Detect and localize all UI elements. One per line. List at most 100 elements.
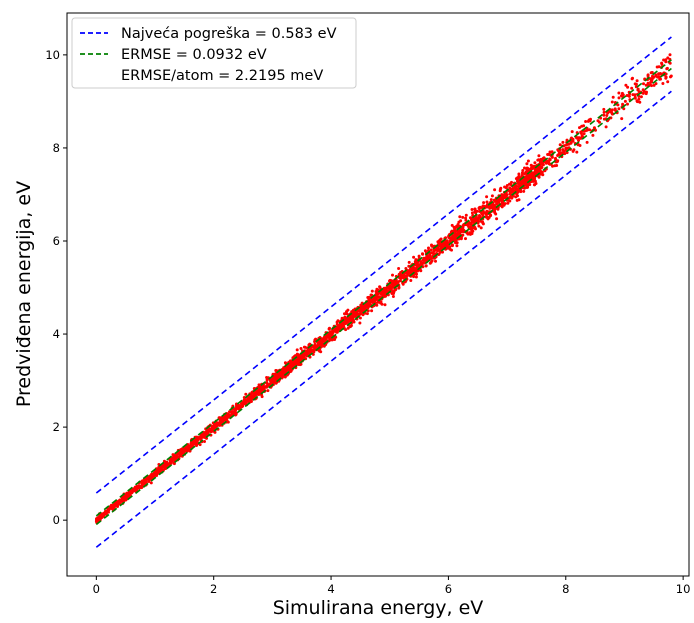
data-point [200,435,204,439]
data-point [414,261,417,264]
data-point [453,227,457,231]
y-tick-label: 2 [53,420,60,434]
data-point [514,177,518,181]
data-point [548,158,552,162]
data-point [541,173,545,177]
data-point [285,368,289,372]
data-point [375,292,379,296]
data-point [464,213,468,217]
data-point [558,143,562,147]
data-point [490,194,494,198]
data-point [144,478,148,482]
data-point [537,154,541,158]
data-point [458,215,462,219]
data-point [585,140,589,144]
data-point [631,76,634,80]
data-point [605,114,609,117]
data-point [244,392,248,396]
data-point [179,452,182,456]
data-point [312,348,316,352]
data-point [464,218,468,222]
data-point [297,357,301,360]
data-point [430,259,434,263]
data-point [383,303,387,307]
data-point [117,500,121,503]
data-point [587,118,591,122]
data-point [577,136,581,140]
data-point [541,161,545,165]
data-point [479,219,483,223]
data-point [642,89,646,93]
data-point [101,513,105,517]
data-point [464,237,467,241]
data-point [662,58,666,62]
legend-box [71,17,357,89]
data-point [525,166,529,170]
data-point [455,224,459,228]
data-point [533,183,537,187]
data-point [578,126,581,130]
data-point [532,177,536,181]
data-point [658,75,662,79]
data-point [650,84,653,88]
data-point [538,165,542,169]
data-point [147,480,151,483]
data-point [302,345,306,349]
data-point [412,267,415,271]
data-point [473,207,477,211]
data-point [369,293,373,297]
data-point [565,138,569,142]
data-point [401,282,405,286]
legend: Najveća pogreška = 0.583 eV ERMSE = 0.09… [71,17,357,89]
data-point [657,65,661,69]
data-point [580,124,584,128]
data-point [155,473,158,477]
data-point [538,159,542,163]
data-point [327,335,330,339]
data-point [664,58,668,62]
y-tick-label: 10 [45,48,60,62]
data-point [175,455,179,459]
data-point [511,186,515,190]
data-point [376,295,380,299]
data-point [450,229,454,233]
data-point [335,328,338,332]
data-point [626,102,629,106]
data-point [265,377,269,381]
max-error-line [95,90,672,548]
data-point [506,201,510,205]
data-point [295,348,299,352]
data-point [588,128,591,132]
data-point [477,206,481,210]
data-point [420,261,424,265]
data-point [123,497,126,501]
legend-label-max-error: Najveća pogreška = 0.583 eV [121,26,337,42]
data-point [185,445,189,449]
data-point [404,267,408,270]
data-point [410,269,414,273]
data-point [306,350,310,353]
data-point [530,167,534,171]
data-point [489,198,493,202]
data-point [431,251,435,255]
data-point [591,133,595,137]
data-point [113,503,117,506]
data-point [602,113,606,117]
data-point [343,312,346,316]
data-point [147,475,151,479]
data-point [221,417,225,421]
data-point [274,376,278,380]
data-point [428,261,432,265]
data-point [453,232,457,236]
data-point [407,260,411,264]
data-point [318,349,321,353]
data-point [322,335,326,339]
data-point [424,264,428,268]
data-point [104,510,108,513]
data-point [383,291,387,295]
data-point [523,172,527,176]
data-point [409,267,412,271]
data-point [526,159,530,163]
data-point [370,289,374,293]
